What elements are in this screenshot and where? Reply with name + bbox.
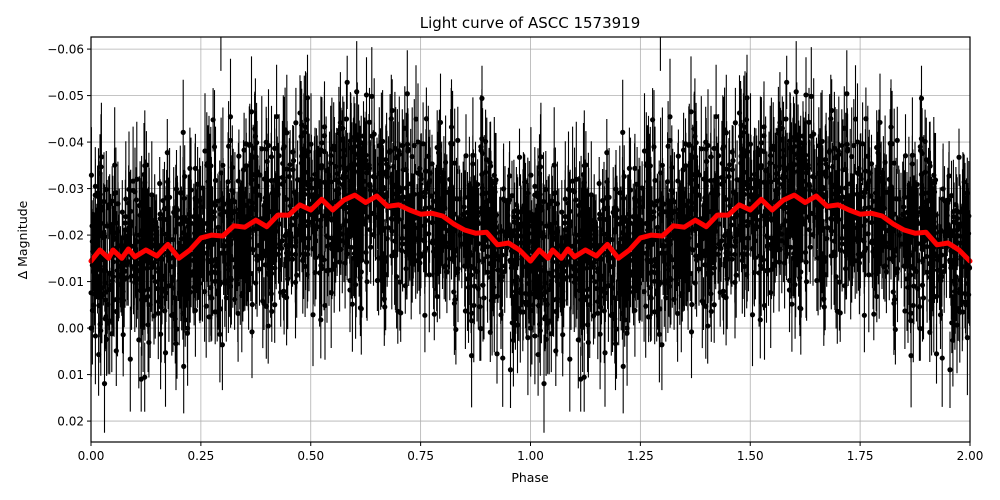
x-tick-label: 1.75 <box>847 449 874 463</box>
x-tick-label: 0.00 <box>78 449 105 463</box>
y-tick-label: −0.04 <box>47 136 84 150</box>
x-tick-label: 1.00 <box>517 449 544 463</box>
x-axis-ticks: 0.00 0.25 0.50 0.75 1.00 1.25 1.50 1.75 2.00 <box>78 442 984 463</box>
y-tick-label: 0.00 <box>57 322 84 336</box>
x-tick-label: 2.00 <box>957 449 984 463</box>
y-tick-label: 0.02 <box>57 415 84 429</box>
y-tick-label: −0.01 <box>47 275 84 289</box>
x-tick-label: 0.25 <box>188 449 215 463</box>
y-tick-label: −0.02 <box>47 229 84 243</box>
model-curve <box>88 192 973 264</box>
y-tick-label: −0.06 <box>47 43 84 57</box>
y-axis-ticks: −0.06 −0.05 −0.04 −0.03 −0.02 −0.01 0.00 0.01 0.… <box>47 43 91 429</box>
y-tick-label: −0.05 <box>47 89 84 103</box>
x-axis-label: Phase <box>511 470 549 485</box>
y-tick-label: −0.03 <box>47 182 84 196</box>
x-tick-label: 1.25 <box>627 449 654 463</box>
y-tick-label: 0.01 <box>57 368 84 382</box>
x-tick-label: 0.50 <box>297 449 324 463</box>
y-axis-label: Δ Magnitude <box>15 200 30 279</box>
x-tick-label: 1.50 <box>737 449 764 463</box>
x-tick-label: 0.75 <box>407 449 434 463</box>
chart-title: Light curve of ASCC 1573919 <box>420 14 641 32</box>
